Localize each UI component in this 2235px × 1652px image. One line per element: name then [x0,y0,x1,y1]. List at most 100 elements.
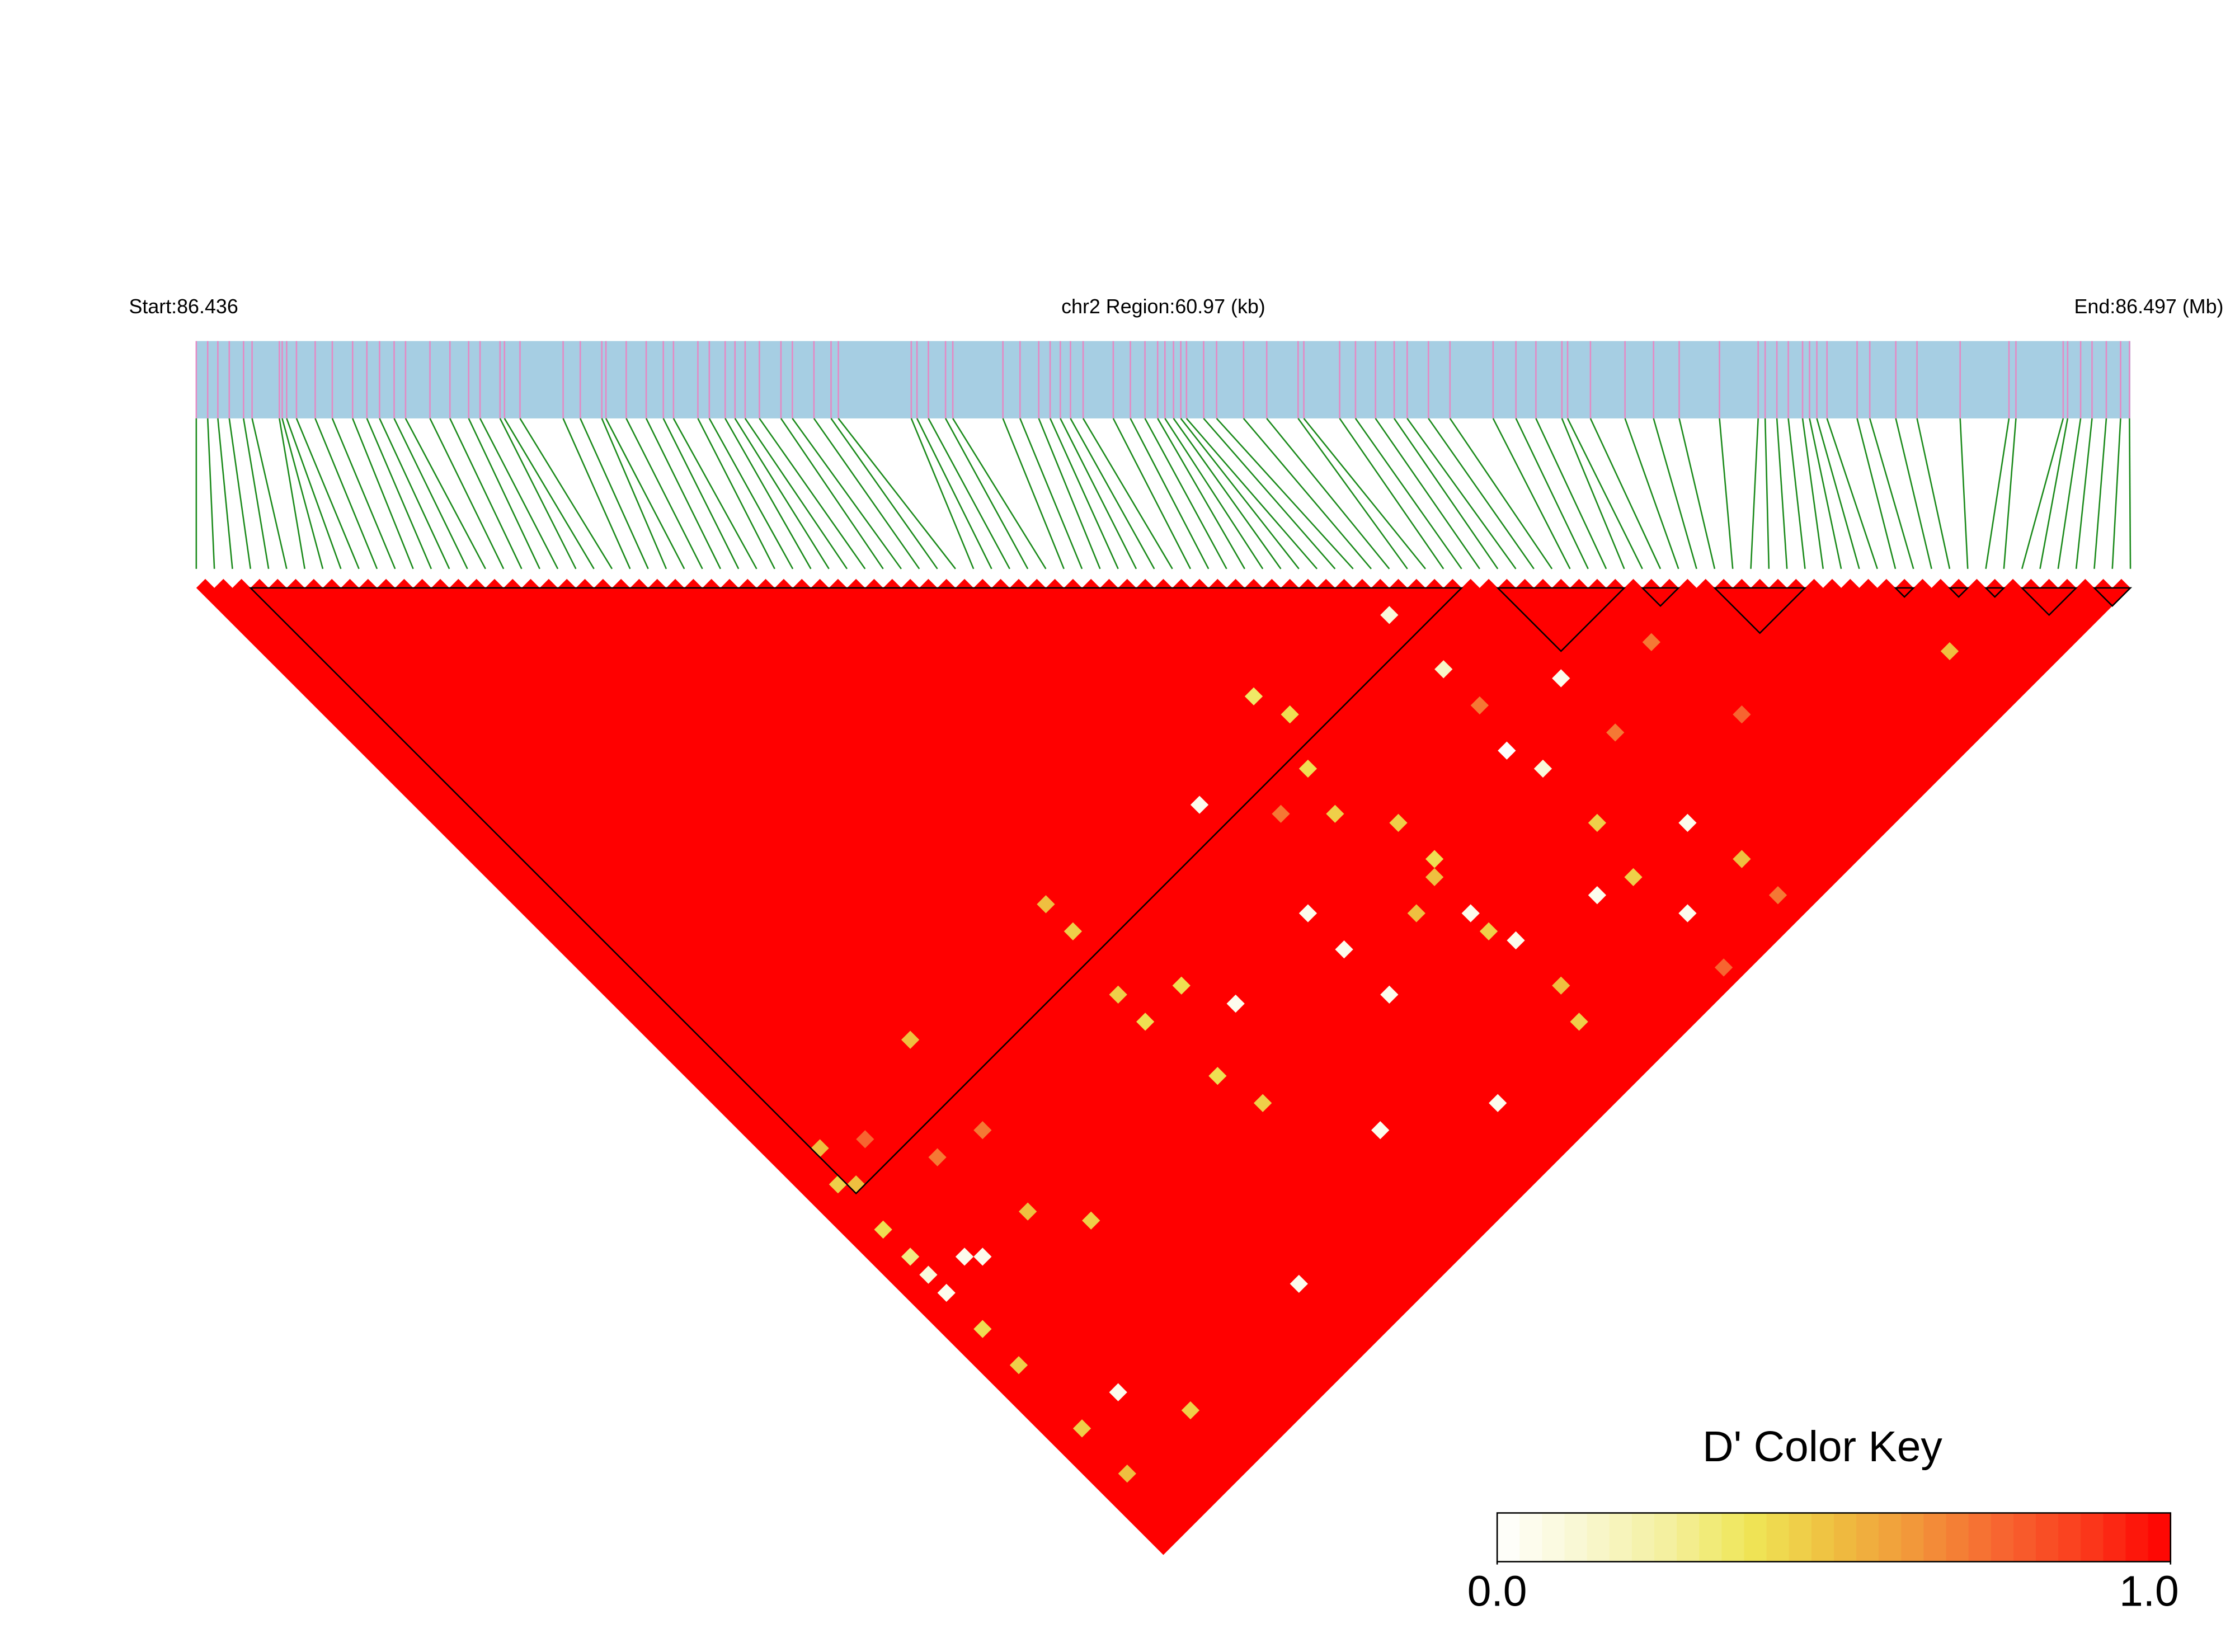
ld-cell [1009,1356,1028,1375]
snp-connector [1515,418,1589,570]
ld-cell [1425,868,1444,887]
ld-cell [901,1030,920,1049]
color-key-swatch [2013,1513,2037,1562]
ld-cell [1281,705,1299,724]
snp-connector [499,418,577,570]
snp-connector [279,418,305,570]
ld-cell [901,1248,920,1266]
ld-cell [1570,1013,1588,1031]
snp-connector [1916,418,1951,570]
color-key-swatch [1856,1513,1880,1562]
color-key-swatch [1542,1513,1565,1562]
snp-connector [759,418,866,570]
ld-cell [928,1148,947,1166]
color-key-swatch [1789,1513,1813,1562]
ld-cell [937,1283,956,1302]
color-key-swatch [2058,1513,2082,1562]
color-key-swatch [2081,1513,2104,1562]
snp-connector [1049,418,1119,570]
ld-cell [1371,1121,1390,1140]
color-key-swatch [1721,1513,1745,1562]
ld-cell [1733,705,1751,724]
snp-connector [830,418,938,570]
snp-connector [1624,418,1679,570]
snp-connector [1180,418,1300,570]
ld-cell [1533,759,1552,778]
snp-connector [1019,418,1083,570]
ld-cell [1172,976,1191,995]
ld-block [1893,587,1916,598]
snp-connector [562,418,631,570]
snp-connector [1185,418,1318,570]
snp-connector [2021,418,2064,570]
ld-cell [955,1248,974,1266]
ld-cell [1552,669,1570,688]
ld-cell [1254,1094,1272,1112]
snp-connector [928,418,1010,570]
ld-cell [1434,660,1453,679]
snp-connector [1566,418,1643,570]
snp-connector [1959,418,1969,569]
snp-connector [662,418,740,570]
snp-connector [1173,418,1282,570]
snp-connector [1801,418,1824,569]
ld-cell [1298,904,1318,923]
ld-block [1947,587,1970,598]
end-label: End:86.497 (Mb) [2074,295,2224,318]
color-key-swatch [1677,1513,1700,1562]
ld-cell [1489,1094,1507,1112]
ld-cell [1479,922,1498,940]
ld-cell [1136,1013,1155,1031]
ld-cell [1272,804,1290,823]
snp-connector [1266,418,1390,570]
snp-connector [1985,418,2010,570]
ld-block [248,587,1464,1195]
ld-cell [1082,1211,1100,1230]
snp-connector [792,418,902,570]
ld-cell [1407,904,1425,923]
snp-connector [1826,418,1878,570]
snp-connector [1002,418,1065,570]
ld-cell [1244,687,1263,705]
snp-connector [281,418,324,570]
snp-connector [944,418,1029,570]
color-key-swatch [1991,1513,2015,1562]
snp-connector [1653,418,1697,570]
ld-cell [1335,940,1353,959]
region-label: chr2 Region:60.97 (kb) [1061,295,1265,318]
snp-connector [1561,418,1625,570]
ld-cell [1588,813,1607,832]
snp-connector [780,418,884,570]
snp-connector [314,418,378,570]
ld-cell [1940,642,1959,661]
ld-cell [1290,1274,1308,1293]
color-key-tick-label: 1.0 [2119,1568,2179,1616]
ld-block [1496,587,1626,652]
snp-connector [2093,418,2107,569]
snp-connector [1428,418,1535,570]
ld-cell [1624,868,1643,887]
snp-connector [1869,418,1914,570]
color-key-swatch [1811,1513,1835,1562]
snp-connector [2129,418,2132,569]
ld-cell [1226,994,1245,1013]
snp-connector [1816,418,1860,570]
snp-connector [1719,418,1734,569]
ld-cell [1109,985,1127,1004]
snp-connector [580,418,649,570]
start-label: Start:86.436 [129,295,238,318]
ld-cell [1552,976,1570,995]
snp-connector [2075,418,2093,569]
snp-connector [228,418,252,569]
snp-connector [251,418,288,570]
ld-cell [973,1320,992,1338]
ld-cell [1018,1202,1037,1221]
ld-cell [1064,922,1083,940]
ld-cell [1037,895,1055,914]
color-key-swatch [1699,1513,1723,1562]
ld-cell [1109,1383,1127,1401]
snp-connector [952,418,1047,570]
snp-connector [2111,418,2121,569]
snp-connector [519,418,613,570]
